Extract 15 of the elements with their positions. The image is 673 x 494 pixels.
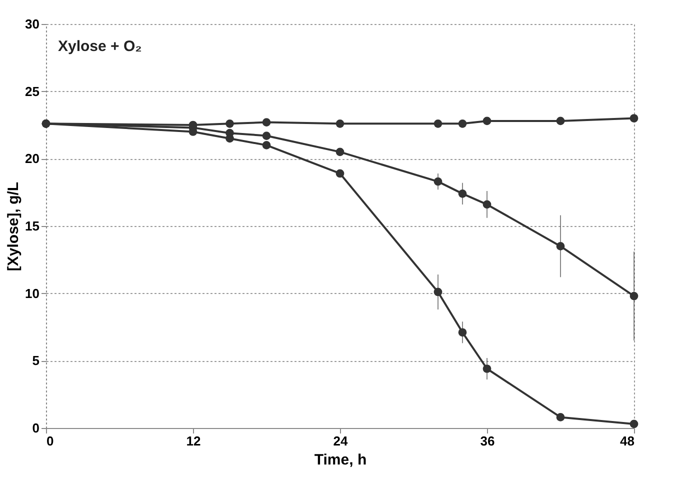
y-tick-label: 0	[32, 420, 40, 436]
x-tick-label: 48	[620, 434, 634, 448]
y-tick-label: 5	[32, 353, 40, 368]
y-tick-label: 15	[25, 218, 40, 234]
y-tick-label: 20	[25, 151, 40, 166]
annotation: Xylose + O₂	[58, 38, 142, 55]
y-tick-label: 25	[25, 84, 40, 99]
x-tick-label: 24	[333, 434, 348, 448]
x-axis-title: Time, h	[314, 452, 367, 468]
y-axis-title: [Xylose], g/L	[5, 182, 22, 272]
x-tick-label: 36	[480, 434, 495, 448]
y-tick-label: 30	[25, 16, 40, 32]
x-tick-label: 12	[186, 434, 201, 448]
x-tick-label: 0	[46, 434, 54, 448]
y-tick-label: 10	[25, 286, 40, 301]
